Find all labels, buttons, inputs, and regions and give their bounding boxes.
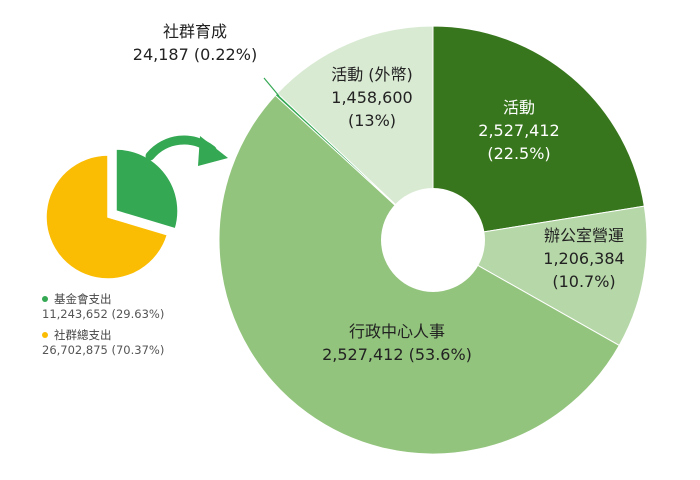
arrow-icon	[145, 135, 228, 166]
legend-value: 11,243,652 (29.63%)	[42, 307, 165, 321]
pie-slice-1	[45, 154, 169, 280]
pie-slice-0	[115, 148, 179, 230]
legend: 基金會支出 11,243,652 (29.63%) 社群總支出 26,702,8…	[42, 292, 164, 364]
donut-slice-1	[431, 205, 648, 347]
donut-label-3: 社群育成 24,187 (0.22%)	[133, 22, 257, 64]
legend-dot-icon	[42, 295, 48, 302]
donut-slice-0	[432, 25, 645, 241]
legend-value: 26,702,875 (70.37%)	[42, 343, 165, 357]
donut-chart	[218, 25, 648, 455]
donut-slice-4	[276, 25, 434, 242]
donut-label-2: 行政中心人事 2,527,412 (53.6%)	[322, 322, 472, 364]
legend-item-foundation: 基金會支出 11,243,652 (29.63%)	[42, 292, 164, 322]
donut-label-4: 活動 (外幣) 1,458,600 (13%)	[331, 65, 413, 130]
legend-dot-icon	[42, 331, 48, 338]
legend-item-community: 社群總支出 26,702,875 (70.37%)	[42, 328, 164, 358]
donut-label-0: 活動 2,527,412 (22.5%)	[478, 98, 559, 163]
donut-labels: 活動 2,527,412 (22.5%) 辦公室營運 1,206,384 (10.7%) 行…	[133, 22, 625, 364]
small-pie-chart	[45, 148, 179, 280]
donut-label-1: 辦公室營運 1,206,384 (10.7%)	[543, 226, 624, 291]
legend-label: 社群總支出	[54, 328, 112, 342]
legend-label: 基金會支出	[54, 292, 112, 306]
donut-hole	[381, 188, 485, 292]
leader-line	[263, 77, 280, 97]
